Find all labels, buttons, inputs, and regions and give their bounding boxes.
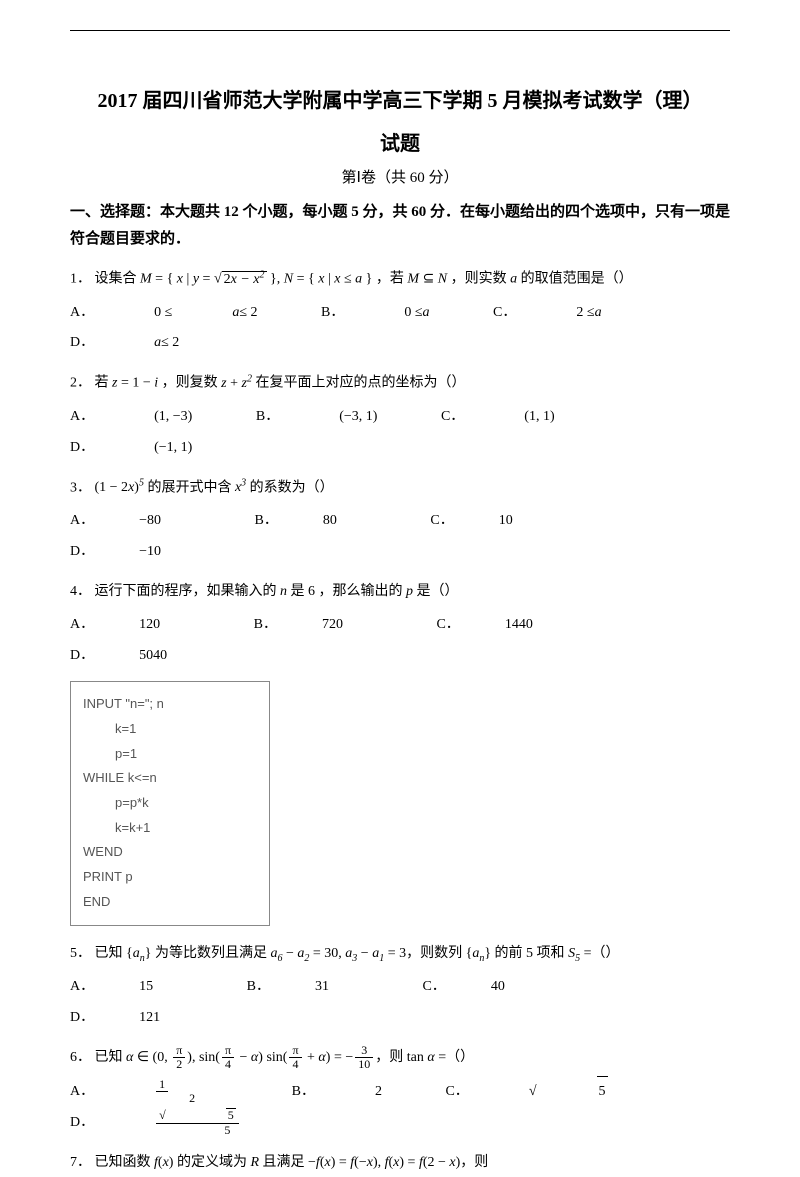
q2-optC: C．(1, 1): [441, 402, 555, 433]
q4-optD: D．5040: [70, 641, 212, 672]
q6-text: 已知 α ∈ (0, π2), sin(π4 − α) sin(π4 + α) …: [95, 1050, 475, 1065]
q3-label: 3．: [70, 480, 91, 495]
q3-stem-suffix: 的系数为（）: [250, 480, 334, 495]
section-instructions: 一、选择题：本大题共 12 个小题，每小题 5 分，共 60 分．在每小题给出的…: [70, 199, 730, 253]
question-1: 1． 设集合 M = { x | y = √2x − x2 }, N = { x…: [70, 265, 730, 294]
q2-stem-suffix: 在复平面上对应的点的坐标为（）: [255, 376, 465, 391]
code-line-5: k=k+1: [83, 816, 257, 841]
code-line-6: WEND: [83, 840, 257, 865]
q4-optA: A．120: [70, 610, 205, 641]
code-line-0: INPUT "n="; n: [83, 692, 257, 717]
program-code-box: INPUT "n="; n k=1 p=1 WHILE k<=n p=p*k k…: [70, 681, 270, 925]
q2-optD: D．(−1, 1): [70, 433, 192, 464]
q3-math1: (1 − 2x)5: [95, 480, 144, 495]
code-line-3: WHILE k<=n: [83, 766, 257, 791]
q4-options: A．120 B．720 C．1440 D．5040: [70, 610, 730, 672]
q1-label: 1．: [70, 272, 91, 287]
q3-optA: A．−80: [70, 506, 206, 537]
q1-optB: B．0 ≤ a: [321, 298, 430, 329]
code-line-7: PRINT p: [83, 865, 257, 890]
q2-optB: B．(−3, 1): [256, 402, 378, 433]
q6-optB: B．2: [292, 1077, 382, 1108]
q3-options: A．−80 B．80 C．10 D．−10: [70, 506, 730, 568]
code-line-4: p=p*k: [83, 791, 257, 816]
q1-math1: M = { x | y = √2x − x2 }, N = { x | x ≤ …: [140, 271, 372, 287]
question-6: 6． 已知 α ∈ (0, π2), sin(π4 − α) sin(π4 + …: [70, 1044, 730, 1072]
q3-math2: x3: [235, 480, 246, 495]
q6-optC: C．√5: [445, 1076, 607, 1108]
q4-label: 4．: [70, 584, 91, 599]
q1-options: A．0 ≤ a ≤ 2 B．0 ≤ a C．2 ≤ a D．a ≤ 2: [70, 298, 730, 360]
question-3: 3． (1 − 2x)5 的展开式中含 x3 的系数为（）: [70, 474, 730, 503]
section-header: 第Ⅰ卷（共 60 分）: [70, 166, 730, 187]
q2-optA: A．(1, −3): [70, 402, 192, 433]
q3-stem-mid: 的展开式中含: [147, 480, 235, 495]
q6-options: A．12 B．2 C．√5 D．√55: [70, 1076, 730, 1139]
q5-text: 已知 {an} 为等比数列且满足 a6 − a2 = 30, a3 − a1 =…: [95, 946, 620, 961]
header-rule: [70, 30, 730, 31]
q4-optC: C．1440: [436, 610, 577, 641]
code-line-8: END: [83, 890, 257, 915]
code-line-2: p=1: [83, 742, 257, 767]
q5-options: A．15 B．31 C．40 D．121: [70, 972, 730, 1034]
q5-optB: B．31: [247, 972, 374, 1003]
q1-optA: A．0 ≤ a ≤ 2: [70, 298, 258, 329]
q3-optD: D．−10: [70, 537, 206, 568]
q2-math1: z = 1 − i: [112, 376, 158, 391]
q1-optC: C．2 ≤ a: [493, 298, 602, 329]
exam-title-line1: 2017 届四川省师范大学附属中学高三下学期 5 月模拟考试数学（理）: [70, 85, 730, 117]
q5-optC: C．40: [422, 972, 549, 1003]
q5-label: 5．: [70, 946, 91, 961]
q1-stem-mid: ，若: [376, 272, 408, 287]
q6-label: 6．: [70, 1050, 91, 1065]
code-line-1: k=1: [83, 717, 257, 742]
q1-stem-prefix: 设集合: [95, 272, 141, 287]
q2-stem-prefix: 若: [95, 376, 113, 391]
q5-optD: D．121: [70, 1003, 205, 1034]
q2-stem-mid: ，则复数: [162, 376, 222, 391]
question-2: 2． 若 z = 1 − i ，则复数 z + z2 在复平面上对应的点的坐标为…: [70, 369, 730, 398]
q2-label: 2．: [70, 376, 91, 391]
q1-math2: M ⊆ N: [407, 272, 447, 287]
q2-options: A．(1, −3) B．(−3, 1) C．(1, 1) D．(−1, 1): [70, 402, 730, 464]
q3-optB: B．80: [255, 506, 382, 537]
q1-stem-suffix: ，则实数 a 的取值范围是（）: [451, 272, 633, 287]
q7-text: 已知函数 f(x) 的定义域为 R 且满足 −f(x) = f(−x), f(x…: [95, 1155, 489, 1170]
q2-math2: z + z2: [221, 376, 252, 391]
q5-optA: A．15: [70, 972, 198, 1003]
q7-label: 7．: [70, 1155, 91, 1170]
q3-optC: C．10: [430, 506, 557, 537]
question-5: 5． 已知 {an} 为等比数列且满足 a6 − a2 = 30, a3 − a…: [70, 940, 730, 969]
question-4: 4． 运行下面的程序，如果输入的 n 是 6 ，那么输出的 p 是（）: [70, 578, 730, 606]
q4-stem: 运行下面的程序，如果输入的 n 是 6 ，那么输出的 p 是（）: [95, 584, 459, 599]
q4-optB: B．720: [254, 610, 388, 641]
q6-optA: A．12: [70, 1077, 228, 1108]
exam-title-line2: 试题: [70, 127, 730, 156]
q1-optD: D．a ≤ 2: [70, 328, 179, 359]
question-7: 7． 已知函数 f(x) 的定义域为 R 且满足 −f(x) = f(−x), …: [70, 1149, 730, 1177]
q6-optD: D．√55: [70, 1108, 299, 1139]
